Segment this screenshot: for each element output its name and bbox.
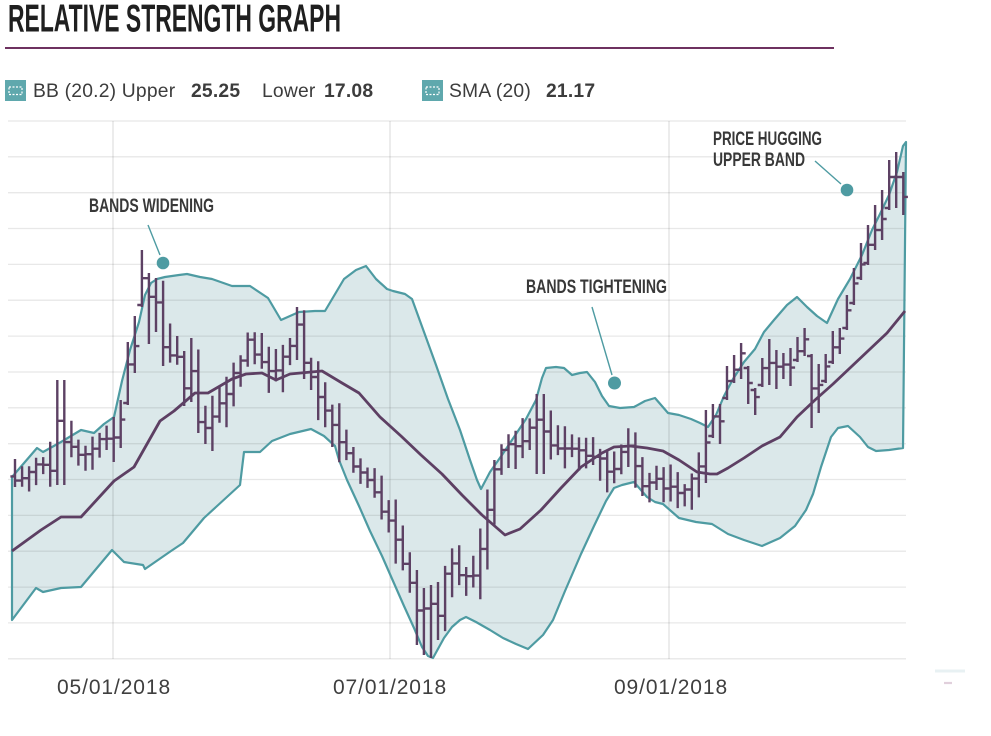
svg-text:PRICE HUGGING: PRICE HUGGING bbox=[713, 128, 822, 150]
svg-text:07/01/2018: 07/01/2018 bbox=[333, 676, 447, 699]
svg-text:UPPER BAND: UPPER BAND bbox=[713, 149, 805, 171]
svg-text:BANDS WIDENING: BANDS WIDENING bbox=[89, 195, 214, 217]
svg-text:SMA (20) 21.17: SMA (20) 21.17 bbox=[449, 81, 595, 102]
svg-text:BANDS TIGHTENING: BANDS TIGHTENING bbox=[526, 276, 667, 298]
svg-text:09/01/2018: 09/01/2018 bbox=[614, 676, 728, 699]
svg-text:05/01/2018: 05/01/2018 bbox=[57, 676, 171, 699]
svg-text:RELATIVE STRENGTH GRAPH: RELATIVE STRENGTH GRAPH bbox=[8, 0, 341, 41]
